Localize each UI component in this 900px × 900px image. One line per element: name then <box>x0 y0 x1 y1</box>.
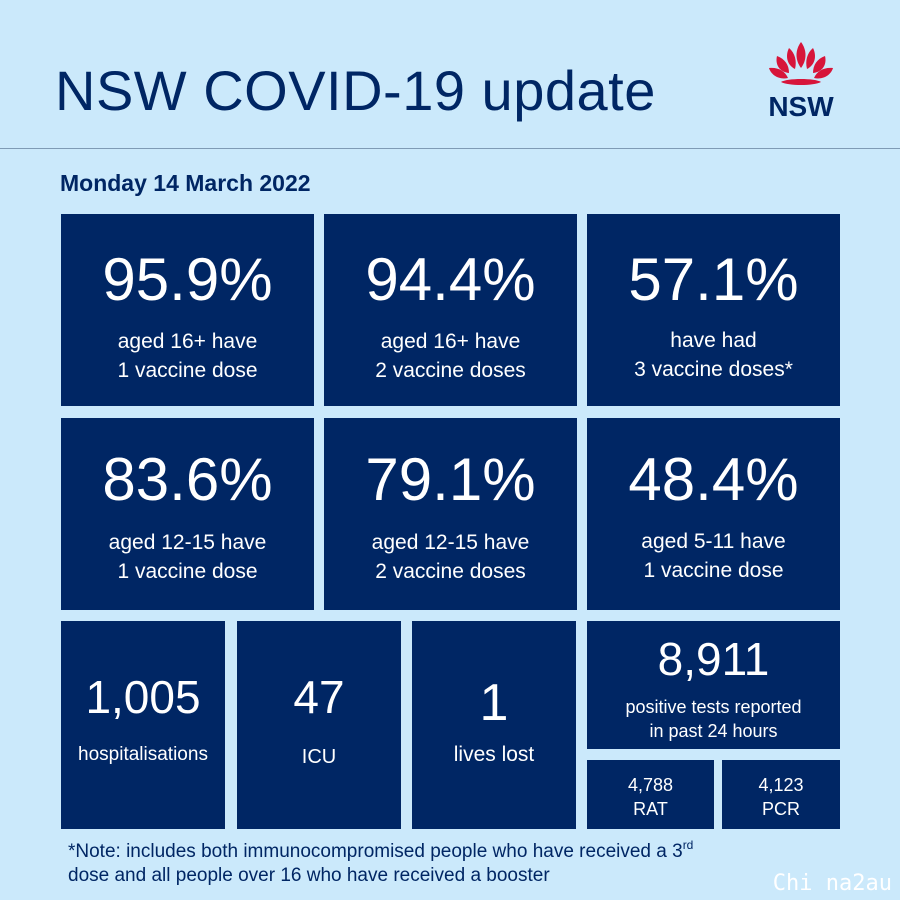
footnote-text-2: dose and all people over 16 who have rec… <box>68 865 550 886</box>
pcr-tile: 4,123 PCR <box>722 760 840 829</box>
tile-label-line1: aged 5-11 have <box>641 530 786 553</box>
vaccine-tile-3doses: 57.1% have had 3 vaccine doses* <box>587 214 840 406</box>
rat-tile: 4,788 RAT <box>587 760 714 829</box>
positive-tests-line1: positive tests reported <box>625 697 802 717</box>
tile-label-line1: aged 16+ have <box>380 330 521 353</box>
tile-label-line1: aged 12-15 have <box>371 531 530 554</box>
logo-text: NSW <box>768 91 834 122</box>
hospitalisations-value: 1,005 <box>85 671 201 723</box>
report-date: Monday 14 March 2022 <box>60 170 311 196</box>
watermark: Chi na2au <box>772 871 892 896</box>
tile-label-line2: 2 vaccine doses <box>375 359 526 382</box>
tile-value: 83.6% <box>102 446 273 513</box>
tile-label-line1: aged 16+ have <box>117 330 258 353</box>
tile-value: 94.4% <box>365 246 536 313</box>
lives-lost-value: 1 <box>479 674 509 732</box>
tile-value: 48.4% <box>628 446 799 513</box>
vaccine-tile-12-15-1dose: 83.6% aged 12-15 have 1 vaccine dose <box>61 418 314 610</box>
tile-label-line2: 1 vaccine dose <box>117 359 258 382</box>
positive-tests-tile: 8,911 positive tests reported in past 24… <box>587 621 840 749</box>
footnote: *Note: includes both immunocompromised p… <box>68 838 868 888</box>
hospitalisations-tile: 1,005 hospitalisations <box>61 621 225 829</box>
lives-lost-tile: 1 lives lost <box>412 621 576 829</box>
vaccine-tile-5-11-1dose: 48.4% aged 5-11 have 1 vaccine dose <box>587 418 840 610</box>
lives-lost-label: lives lost <box>453 743 535 766</box>
tile-label-line1: aged 12-15 have <box>108 531 267 554</box>
vaccine-tile-16plus-1dose: 95.9% aged 16+ have 1 vaccine dose <box>61 214 314 406</box>
nsw-waratah-logo-icon: NSW <box>768 42 834 122</box>
pcr-value: 4,123 <box>758 775 804 795</box>
rat-value: 4,788 <box>627 775 674 795</box>
tile-label-line2: 1 vaccine dose <box>643 559 784 582</box>
hospitalisations-label: hospitalisations <box>78 744 208 765</box>
icu-label: ICU <box>301 746 337 768</box>
icu-value: 47 <box>293 671 345 723</box>
positive-tests-value: 8,911 <box>657 633 770 685</box>
tile-label-line1: have had <box>670 329 757 352</box>
page-title: NSW COVID-19 update <box>55 59 656 122</box>
header: NSW COVID-19 update NSW <box>0 0 900 149</box>
pcr-label: PCR <box>761 799 800 819</box>
vaccine-tile-16plus-2doses: 94.4% aged 16+ have 2 vaccine doses <box>324 214 577 406</box>
tile-value: 95.9% <box>102 246 273 313</box>
positive-tests-line2: in past 24 hours <box>649 721 778 741</box>
footnote-superscript: rd <box>682 838 694 852</box>
tile-value: 57.1% <box>628 246 799 313</box>
tile-label-line2: 1 vaccine dose <box>117 560 258 583</box>
tile-label-line2: 2 vaccine doses <box>375 560 526 583</box>
footnote-text-1: *Note: includes both immunocompromised p… <box>68 841 683 862</box>
rat-label: RAT <box>633 799 668 819</box>
tile-label-line2: 3 vaccine doses* <box>634 358 793 381</box>
tile-value: 79.1% <box>365 446 536 513</box>
vaccine-tile-12-15-2doses: 79.1% aged 12-15 have 2 vaccine doses <box>324 418 577 610</box>
icu-tile: 47 ICU <box>237 621 401 829</box>
